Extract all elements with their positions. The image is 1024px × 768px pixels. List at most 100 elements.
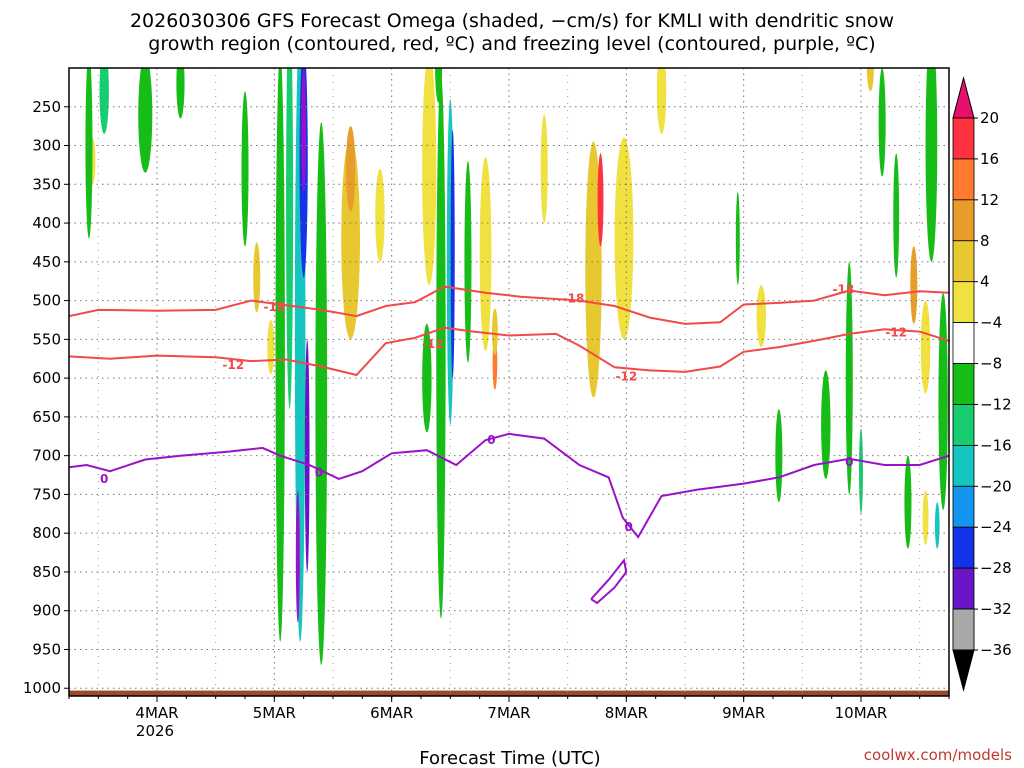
negative-omega-blob <box>436 75 446 619</box>
contour-label: 0 <box>100 472 108 486</box>
contour-line <box>590 557 628 605</box>
negative-omega-blob <box>845 261 853 495</box>
positive-omega-blob <box>920 300 931 394</box>
negative-omega-blob <box>904 455 912 549</box>
negative-omega-blob <box>301 68 307 193</box>
omega-shading-layer <box>85 68 948 665</box>
x-tick-label: 6MAR <box>370 704 413 722</box>
y-tick-label: 750 <box>32 485 61 503</box>
positive-omega-blob <box>267 319 275 375</box>
colorbar-band <box>952 608 975 651</box>
contour-label: -12 <box>615 370 637 384</box>
y-tick-label: 550 <box>32 330 61 348</box>
contour-line <box>69 285 949 325</box>
colorbar-band <box>952 485 975 528</box>
colorbar-label: 16 <box>980 150 999 168</box>
colorbar-label: −4 <box>980 314 1002 332</box>
positive-omega-blob <box>656 68 667 134</box>
y-tick-label: 700 <box>32 447 61 465</box>
positive-omega-blob <box>253 242 261 313</box>
x-tick-label: 8MAR <box>605 704 648 722</box>
contour-label: 0 <box>315 466 323 480</box>
positive-omega-blob <box>491 308 498 355</box>
x-tick-label: 10MAR <box>835 704 888 722</box>
contour-label: -18 <box>833 283 855 297</box>
contour-label: -18 <box>563 291 585 305</box>
contour-label: -12 <box>422 337 444 351</box>
y-tick-label: 600 <box>32 369 61 387</box>
surface-ground <box>69 690 949 696</box>
positive-omega-blob <box>540 114 548 224</box>
colorbar-label: 20 <box>980 109 999 127</box>
contour-label: 0 <box>625 520 633 534</box>
negative-omega-blob <box>938 292 948 510</box>
negative-omega-blob <box>304 339 310 572</box>
colorbar-band <box>952 158 975 201</box>
colorbar-label: −36 <box>980 641 1012 659</box>
negative-omega-blob <box>275 68 285 642</box>
positive-omega-blob <box>910 246 918 324</box>
colorbar-label: −8 <box>980 355 1002 373</box>
colorbar-label: −16 <box>980 436 1012 454</box>
contour-label: -12 <box>885 325 907 339</box>
y-tick-label: 1000 <box>23 679 61 697</box>
positive-omega-blob <box>375 168 385 262</box>
positive-omega-blob <box>597 153 604 247</box>
positive-omega-blob <box>614 137 634 340</box>
colorbar-label: 12 <box>980 191 999 209</box>
negative-omega-blob <box>925 68 938 262</box>
y-tick-label: 950 <box>32 640 61 658</box>
y-tick-label: 850 <box>32 563 61 581</box>
positive-omega-blob <box>866 68 874 92</box>
chart-title-line-2: growth region (contoured, red, ºC) and f… <box>148 33 875 55</box>
colorbar-band <box>952 363 975 405</box>
negative-omega-blob <box>859 428 863 514</box>
positive-omega-blob <box>585 141 602 398</box>
colorbar-label: −24 <box>980 518 1012 536</box>
negative-omega-blob <box>85 68 93 239</box>
negative-omega-blob <box>934 502 940 549</box>
y-tick-label: 800 <box>32 524 61 542</box>
colorbar-label: −32 <box>980 600 1012 618</box>
contour-line <box>69 326 949 377</box>
chart-title-line-1: 2026030306 GFS Forecast Omega (shaded, −… <box>130 10 894 32</box>
positive-omega-blob <box>756 285 766 348</box>
negative-omega-blob <box>464 161 472 363</box>
negative-omega-blob <box>99 68 109 134</box>
colorbar-label: 8 <box>980 232 990 250</box>
colorbar-band <box>952 322 975 364</box>
colorbar: 20 16 12 8 4 −4 −8 −12 −16 −20 −24 −28 −32 −36 <box>952 76 1012 692</box>
x-tick-label: 5MAR <box>253 704 296 722</box>
x-tick-sublabel: 2026 <box>136 722 174 740</box>
y-tick-label: 250 <box>32 98 61 116</box>
positive-omega-blob <box>922 490 929 545</box>
y-tick-label: 400 <box>32 214 61 232</box>
colorbar-band <box>952 240 975 283</box>
colorbar-band <box>952 117 975 160</box>
colorbar-band <box>952 526 975 569</box>
negative-omega-blob <box>295 490 300 623</box>
negative-omega-blob <box>286 68 294 410</box>
colorbar-band <box>952 444 975 487</box>
colorbar-label: 4 <box>980 273 990 291</box>
contour-label: 0 <box>845 455 853 469</box>
negative-omega-blob <box>450 130 455 379</box>
y-tick-label: 350 <box>32 175 61 193</box>
x-tick-label: 7MAR <box>487 704 530 722</box>
colorbar-band <box>952 404 975 446</box>
x-tick-label: 9MAR <box>722 704 765 722</box>
colorbar-band <box>952 199 975 242</box>
contour-label: -12 <box>222 358 244 372</box>
x-tick-label: 4MAR <box>135 704 178 722</box>
negative-omega-blob <box>138 68 153 173</box>
positive-omega-blob <box>422 68 437 286</box>
positive-omega-blob <box>341 137 360 340</box>
positive-omega-blob <box>345 126 356 212</box>
negative-omega-blob <box>878 68 886 177</box>
contour-line <box>69 432 949 539</box>
negative-omega-blob <box>435 68 443 103</box>
colorbar-top-triangle <box>952 76 975 119</box>
y-tick-label: 900 <box>32 602 61 620</box>
contour-label: 0 <box>487 433 495 447</box>
